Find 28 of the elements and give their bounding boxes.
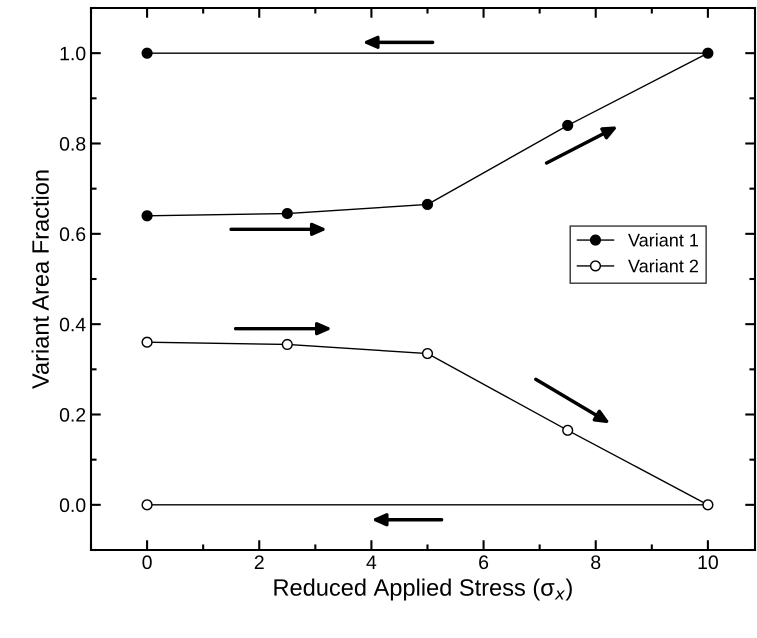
x-axis-title: Reduced Applied Stress (σ$_{x}$) (274, 578, 572, 601)
point (142, 336, 153, 348)
y-tick-label: 1.0 (60, 46, 86, 60)
x-tick-label: 10 (698, 555, 718, 570)
point (562, 120, 574, 131)
point (702, 499, 714, 510)
point (422, 348, 434, 360)
legend-label: Variant 1 (628, 233, 698, 247)
x-tick-label: 0 (142, 555, 152, 570)
point (142, 48, 153, 59)
x-tick-label: 6 (479, 555, 488, 570)
y-tick-label: 0.4 (60, 318, 86, 332)
y-tick-label: 0.6 (60, 227, 86, 242)
y-tick-label: 0.2 (60, 408, 86, 422)
point (142, 210, 153, 222)
point (422, 198, 434, 210)
y-tick-label: 0.8 (60, 136, 86, 151)
point (282, 338, 293, 350)
point (702, 48, 714, 59)
point (142, 499, 153, 510)
y-axis-title: Variant Area Fraction (32, 170, 49, 389)
x-tick-label: 4 (366, 556, 376, 569)
point (282, 208, 293, 220)
x-tick-label: 2 (254, 555, 264, 569)
legend-label: Variant 2 (628, 259, 698, 272)
point (562, 424, 574, 436)
x-tick-label: 8 (591, 555, 600, 570)
y-tick-label: 0.0 (60, 498, 86, 512)
